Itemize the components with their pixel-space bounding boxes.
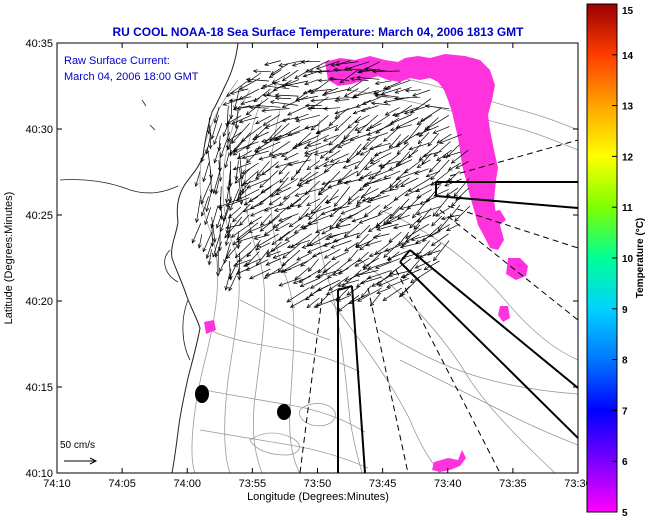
colorbar-tick-label: 5: [622, 508, 628, 519]
y-tick-label: 40:10: [25, 468, 53, 480]
colorbar-tick-label: 15: [622, 6, 634, 17]
site-marker-left: [195, 385, 209, 403]
colorbar-tick-label: 6: [622, 457, 628, 468]
colorbar-tick-label: 11: [622, 203, 633, 214]
x-tick-label: 73:55: [239, 478, 267, 490]
y-tick-label: 40:15: [25, 382, 53, 394]
colorbar-tick-label: 14: [622, 51, 634, 62]
colorbar-tick-label: 9: [622, 305, 628, 316]
x-tick-label: 73:45: [369, 478, 397, 490]
site-marker-right: [277, 404, 291, 420]
y-axis-label: Latitude (Degrees:Minutes): [3, 192, 15, 325]
colorbar-tick-label: 12: [622, 152, 634, 163]
y-tick-label: 40:30: [25, 124, 53, 136]
x-tick-label: 73:50: [304, 478, 332, 490]
y-tick-label: 40:35: [25, 38, 53, 50]
colorbar-label: Temperature (°C): [635, 218, 646, 299]
x-axis-label: Longitude (Degrees:Minutes): [247, 491, 389, 503]
x-tick-label: 73:35: [499, 478, 527, 490]
colorbar-tick-label: 8: [622, 356, 628, 367]
scale-label: 50 cm/s: [60, 440, 95, 451]
x-tick-label: 73:40: [434, 478, 462, 490]
overlay-line-2: March 04, 2006 18:00 GMT: [64, 71, 199, 83]
x-tick-label: 74:00: [173, 478, 201, 490]
y-tick-label: 40:25: [25, 210, 53, 222]
colorbar-tick-label: 10: [622, 254, 634, 265]
y-tick-label: 40:20: [25, 296, 53, 308]
x-tick-label: 74:05: [108, 478, 136, 490]
colorbar-tick-label: 7: [622, 406, 628, 417]
colorbar-tick-label: 13: [622, 102, 634, 113]
map-title: RU COOL NOAA-18 Sea Surface Temperature:…: [112, 25, 524, 39]
plot-area: [57, 43, 578, 473]
overlay-line-1: Raw Surface Current:: [64, 55, 170, 67]
